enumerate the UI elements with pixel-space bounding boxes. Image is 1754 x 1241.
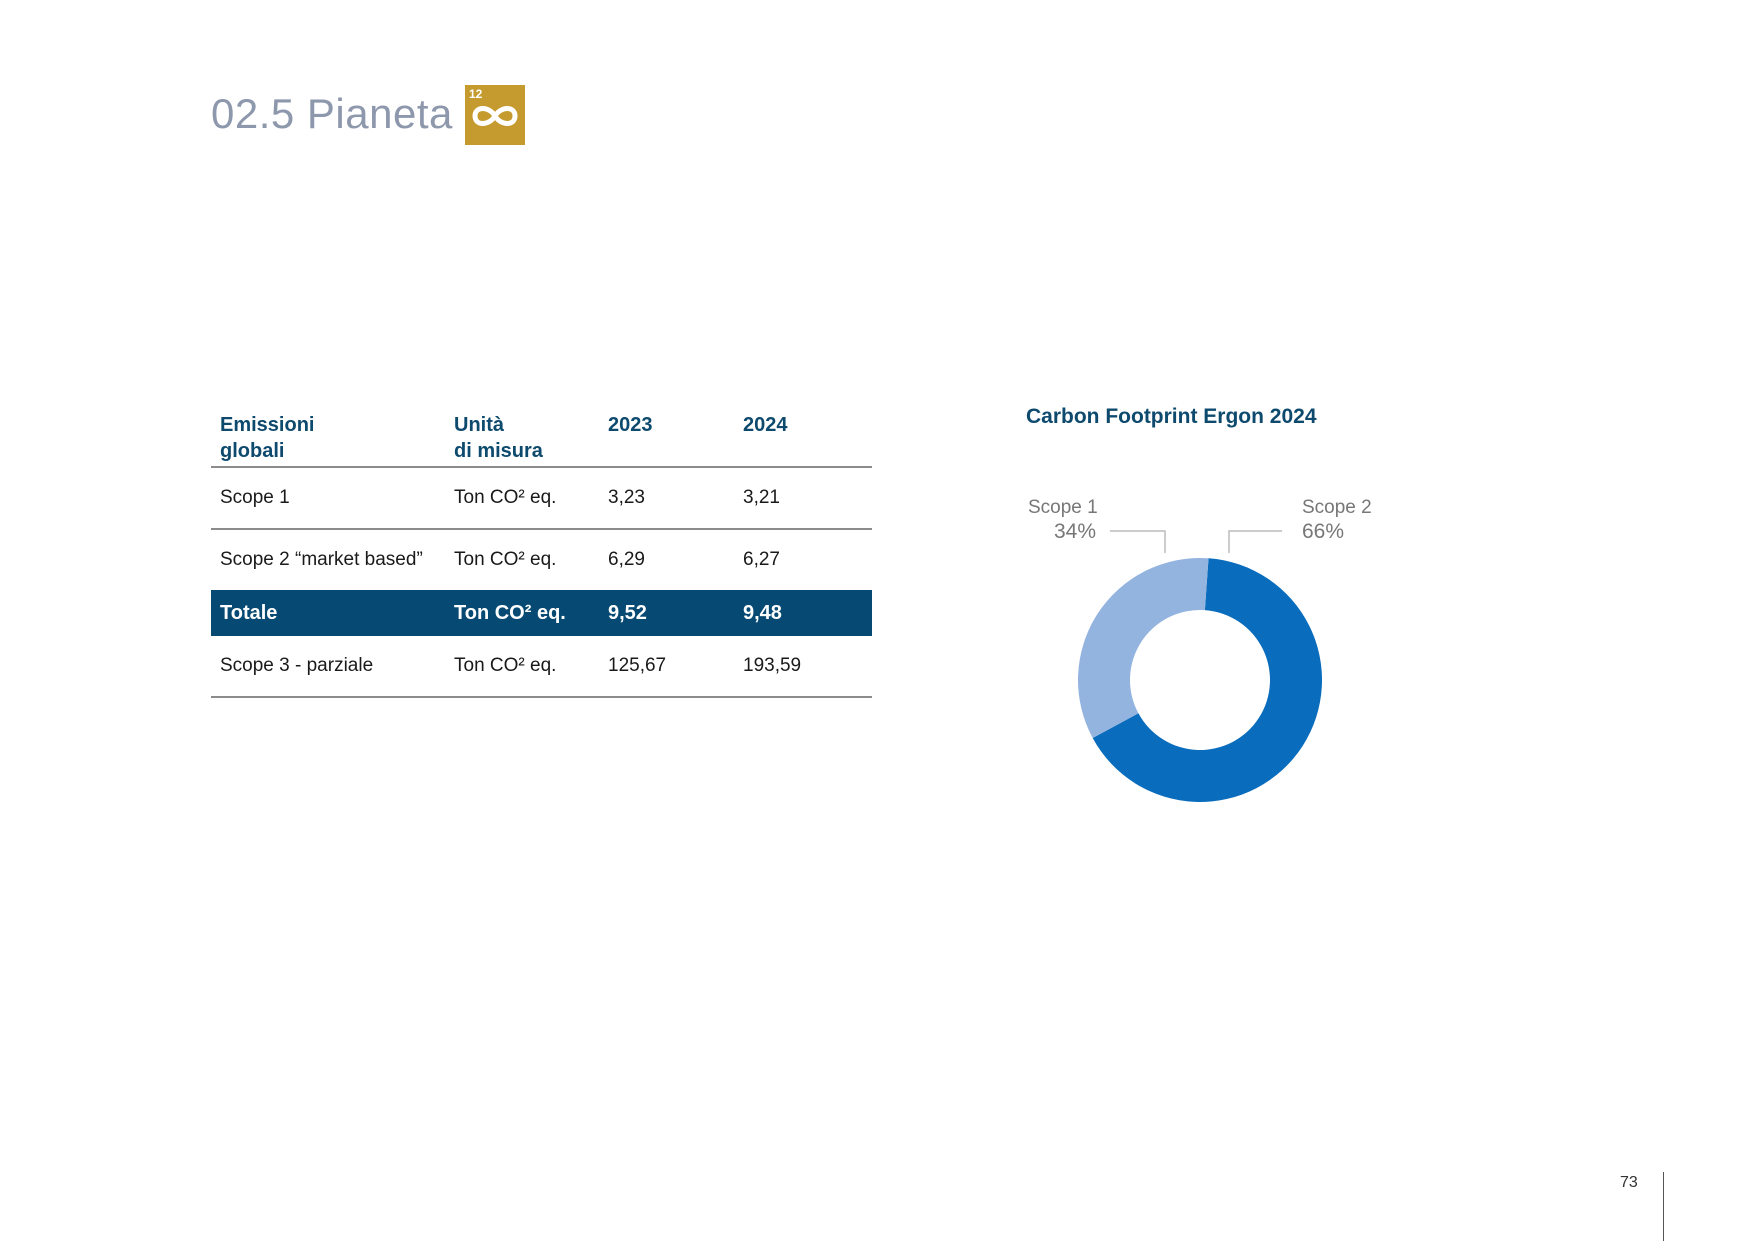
leader-line-scope-2	[1228, 530, 1282, 553]
col-header-unit: Unità di misura	[445, 408, 599, 468]
sdg-12-badge: 12	[465, 85, 525, 145]
row-value-2023: 3,23	[599, 467, 734, 530]
chart-title: Carbon Footprint Ergon 2024	[1026, 405, 1317, 428]
leader-line-scope-1	[1110, 530, 1166, 553]
table-row-total: Totale Ton CO² eq. 9,52 9,48	[211, 590, 872, 636]
row-value-2023: 6,29	[608, 549, 645, 570]
row-unit: Ton CO² eq.	[445, 467, 599, 530]
table-header-row: Emissioni globali Unità di misura 2023 202…	[211, 408, 872, 468]
value-label-scope-1: 34%	[1054, 520, 1096, 543]
table-row: Scope 3 - parziale Ton CO² eq. 125,67 19…	[211, 636, 872, 698]
row-value-2024: 6,27	[743, 549, 780, 570]
row-value-2023: 125,67	[599, 636, 734, 698]
table-row: Scope 2 “market based” Ton CO² eq. 6,29 …	[211, 529, 872, 590]
label-scope-2: Scope 2	[1302, 497, 1372, 518]
col-header-2023: 2023	[599, 408, 734, 468]
page-divider	[1663, 1172, 1664, 1241]
page-number: 73	[1620, 1174, 1638, 1191]
row-value-2024: 9,48	[734, 590, 872, 636]
row-label: Totale	[211, 590, 445, 636]
value-label-scope-2: 66%	[1302, 520, 1344, 543]
infinity-icon	[472, 106, 518, 126]
col-header-emissions: Emissioni globali	[211, 408, 445, 468]
row-label: Scope 3 - parziale	[211, 636, 445, 698]
page-title: 02.5 Pianeta	[211, 90, 453, 137]
row-value-2024: 3,21	[734, 467, 872, 530]
donut-slice-scope-2	[1092, 558, 1322, 802]
row-value-2023: 9,52	[599, 590, 734, 636]
row-unit: Ton CO² eq.	[454, 549, 557, 570]
sdg-badge-number: 12	[469, 87, 483, 101]
row-unit: Ton CO² eq.	[445, 636, 599, 698]
carbon-footprint-donut-chart: Scope 134% Scope 266%	[1028, 497, 1372, 802]
donut-slice-scope-1	[1078, 558, 1209, 739]
label-scope-1: Scope 1	[1028, 497, 1098, 518]
row-label: Scope 2 “market based”	[220, 549, 423, 570]
col-header-2024: 2024	[734, 408, 872, 468]
row-value-2024: 193,59	[734, 636, 872, 698]
emissions-table: Emissioni globali Unità di misura 2023 202…	[211, 408, 872, 698]
table-row: Scope 1 Ton CO² eq. 3,23 3,21	[211, 467, 872, 530]
row-label: Scope 1	[211, 467, 445, 530]
row-unit: Ton CO² eq.	[445, 590, 599, 636]
